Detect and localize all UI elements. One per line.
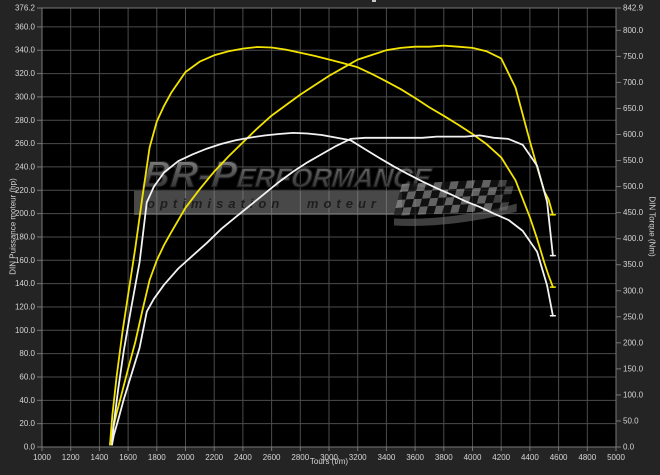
svg-text:550.0: 550.0 xyxy=(623,156,644,165)
svg-text:450.0: 450.0 xyxy=(623,208,644,217)
svg-text:220.0: 220.0 xyxy=(15,186,36,195)
svg-text:0.0: 0.0 xyxy=(623,443,635,452)
svg-text:842.9: 842.9 xyxy=(623,4,644,13)
svg-text:100.0: 100.0 xyxy=(15,326,36,335)
svg-text:4600: 4600 xyxy=(550,453,568,462)
svg-text:60.0: 60.0 xyxy=(19,372,35,381)
svg-text:2800: 2800 xyxy=(291,453,309,462)
svg-text:340.0: 340.0 xyxy=(15,46,36,55)
svg-text:3000: 3000 xyxy=(320,453,338,462)
svg-text:400.0: 400.0 xyxy=(623,234,644,243)
svg-text:180.0: 180.0 xyxy=(15,232,36,241)
svg-text:700.0: 700.0 xyxy=(623,78,644,87)
svg-text:4000: 4000 xyxy=(464,453,482,462)
svg-text:1600: 1600 xyxy=(119,453,137,462)
svg-text:750.0: 750.0 xyxy=(623,52,644,61)
svg-text:3200: 3200 xyxy=(349,453,367,462)
svg-text:320.0: 320.0 xyxy=(15,69,36,78)
svg-text:2600: 2600 xyxy=(263,453,281,462)
svg-text:800.0: 800.0 xyxy=(623,26,644,35)
svg-text:150.0: 150.0 xyxy=(623,364,644,373)
svg-text:250.0: 250.0 xyxy=(623,312,644,321)
svg-text:300.0: 300.0 xyxy=(15,92,36,101)
svg-text:350.0: 350.0 xyxy=(623,260,644,269)
svg-text:40.0: 40.0 xyxy=(19,396,35,405)
svg-text:0.0: 0.0 xyxy=(24,443,36,452)
svg-text:1400: 1400 xyxy=(91,453,109,462)
svg-text:2400: 2400 xyxy=(234,453,252,462)
svg-text:20.0: 20.0 xyxy=(19,419,35,428)
svg-text:260.0: 260.0 xyxy=(15,139,36,148)
axis-ticks: 376.2 360.0 340.0 320.0 300.0 280.0 260.0 240.0… xyxy=(15,4,644,463)
svg-text:4200: 4200 xyxy=(492,453,510,462)
svg-text:200.0: 200.0 xyxy=(15,209,36,218)
svg-text:3600: 3600 xyxy=(406,453,424,462)
svg-text:360.0: 360.0 xyxy=(15,22,36,31)
svg-text:100.0: 100.0 xyxy=(623,390,644,399)
svg-text:2200: 2200 xyxy=(205,453,223,462)
svg-text:3800: 3800 xyxy=(435,453,453,462)
y-axis-label-right: DIN Torque (Nm) xyxy=(647,196,657,257)
svg-text:1200: 1200 xyxy=(62,453,80,462)
svg-text:376.2: 376.2 xyxy=(15,4,36,13)
clipped-title-remnant xyxy=(372,0,376,2)
svg-text:650.0: 650.0 xyxy=(623,104,644,113)
svg-text:1800: 1800 xyxy=(148,453,166,462)
svg-text:2000: 2000 xyxy=(177,453,195,462)
svg-text:200.0: 200.0 xyxy=(623,338,644,347)
grid-lines xyxy=(41,7,617,448)
svg-text:600.0: 600.0 xyxy=(623,130,644,139)
svg-text:80.0: 80.0 xyxy=(19,349,35,358)
svg-text:5000: 5000 xyxy=(607,453,625,462)
svg-text:140.0: 140.0 xyxy=(15,279,36,288)
svg-text:4800: 4800 xyxy=(578,453,596,462)
svg-text:240.0: 240.0 xyxy=(15,162,36,171)
svg-text:50.0: 50.0 xyxy=(623,416,639,425)
y-axis-label-left: DIN Puissance moteur (hp) xyxy=(8,178,18,275)
svg-text:280.0: 280.0 xyxy=(15,116,36,125)
svg-text:1000: 1000 xyxy=(33,453,51,462)
svg-text:300.0: 300.0 xyxy=(623,286,644,295)
svg-text:500.0: 500.0 xyxy=(623,182,644,191)
x-axis-label: Tours (t/m) xyxy=(309,457,349,466)
svg-text:120.0: 120.0 xyxy=(15,302,36,311)
svg-text:3400: 3400 xyxy=(378,453,396,462)
svg-text:160.0: 160.0 xyxy=(15,256,36,265)
svg-text:4400: 4400 xyxy=(521,453,539,462)
